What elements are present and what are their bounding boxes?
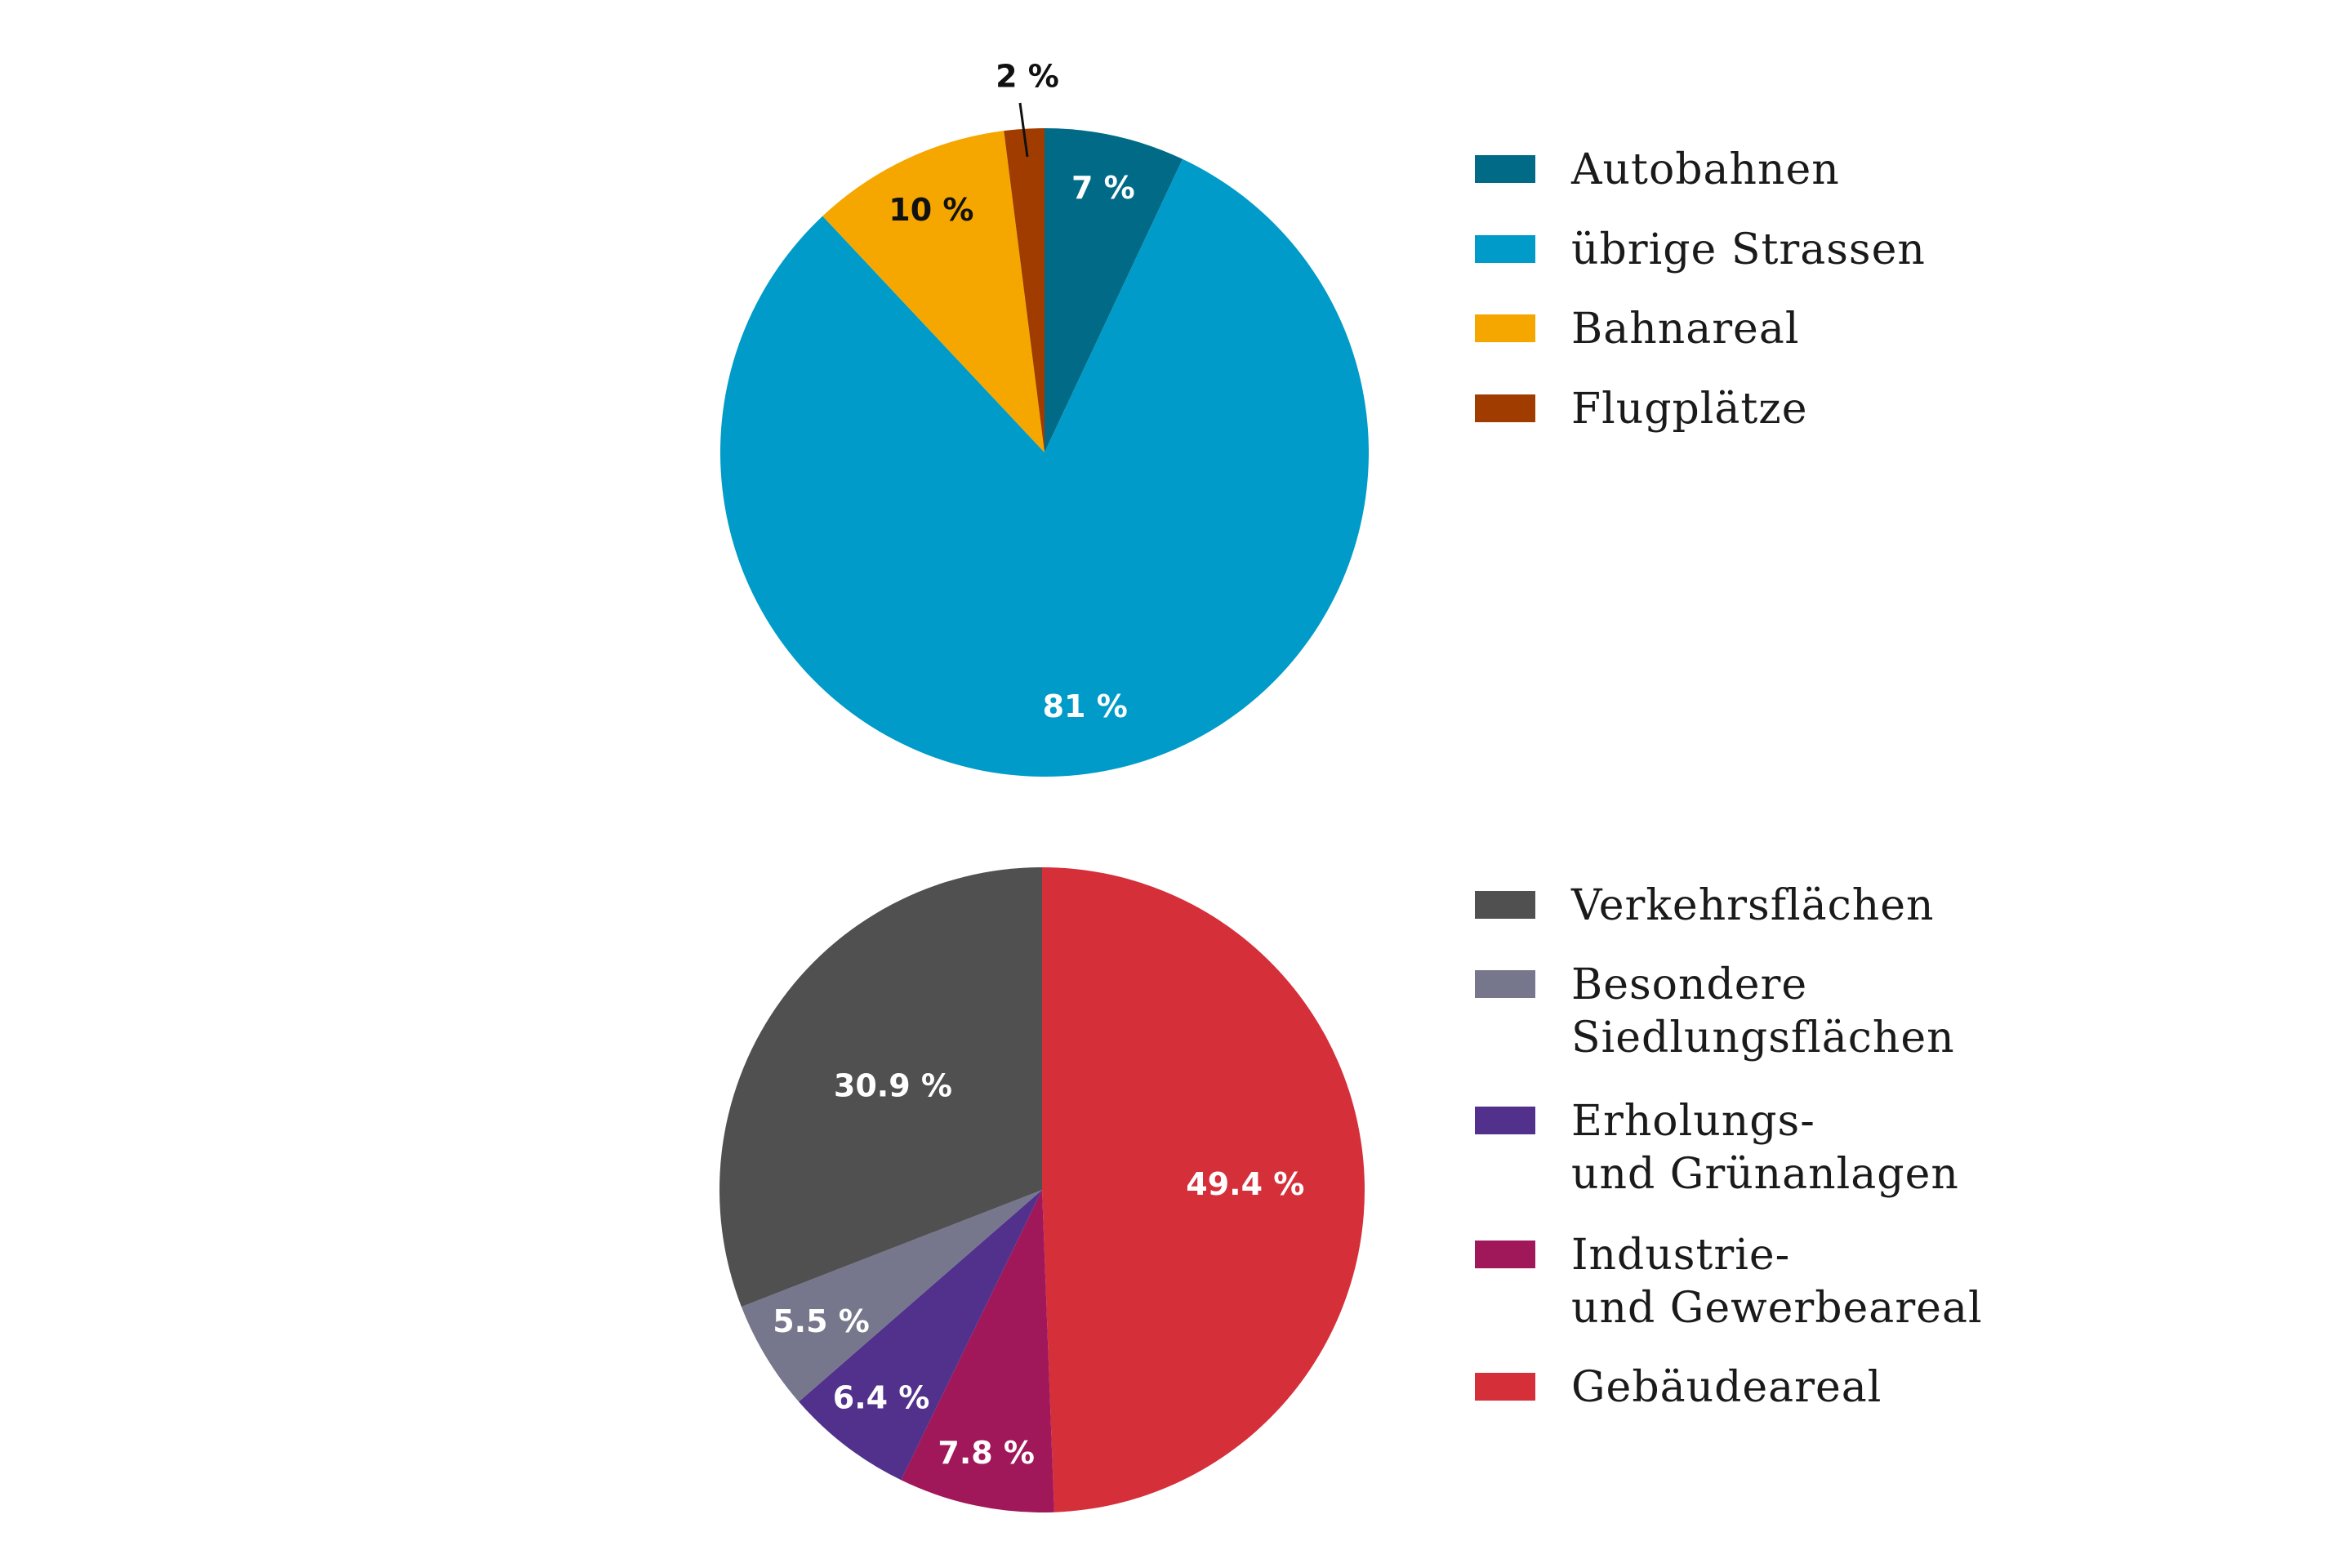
legend-item: Flugplätze xyxy=(1475,385,1807,434)
data-label: 10 % xyxy=(889,192,973,228)
legend-label: Autobahnen xyxy=(1570,145,1840,194)
legend-1: Autobahnen übrige Strassen Bahnareal Flugpl… xyxy=(1475,145,1926,434)
legend-swatch xyxy=(1475,891,1535,919)
data-label: 7 % xyxy=(1071,170,1135,206)
data-label: 5.5 % xyxy=(773,1303,870,1339)
legend-label: Industrie- xyxy=(1571,1231,1790,1280)
data-label: 2 % xyxy=(996,59,1059,95)
pie-slice xyxy=(1042,867,1365,1512)
legend-label: Erholungs- xyxy=(1571,1097,1815,1146)
pie-slice xyxy=(1045,128,1183,452)
legend-item: übrige Strassen xyxy=(1475,225,1926,274)
legend-label: Siedlungsflächen xyxy=(1571,1013,1955,1062)
legend-swatch xyxy=(1475,235,1535,263)
pie-slice xyxy=(741,1190,1042,1402)
legend-label: übrige Strassen xyxy=(1571,225,1926,274)
legend-swatch xyxy=(1475,1241,1535,1268)
legend-label: Verkehrsflächen xyxy=(1570,881,1934,930)
pie-chart-2: 49.4 % 7.8 %6.4 % 5.5 % 30.9 % xyxy=(719,867,1365,1512)
data-label: 7.8 % xyxy=(938,1435,1035,1471)
leader-line xyxy=(1018,102,1029,158)
legend-label: Gebäudeareal xyxy=(1571,1363,1882,1412)
data-label: 49.4 % xyxy=(1186,1166,1304,1202)
legend-label: und Gewerbeareal xyxy=(1571,1284,1983,1333)
pie-slice xyxy=(822,131,1045,452)
pie-slice xyxy=(720,158,1369,777)
data-label: 81 % xyxy=(1043,688,1128,724)
data-label: 6.4 % xyxy=(833,1380,930,1416)
legend-swatch xyxy=(1475,314,1535,342)
legend-label: und Grünanlagen xyxy=(1571,1150,1959,1199)
legend-label: Flugplätze xyxy=(1571,385,1807,434)
legend-label: Besondere xyxy=(1571,960,1807,1009)
pie-slice xyxy=(1004,128,1045,452)
legend-label: Bahnareal xyxy=(1571,305,1799,354)
legend-swatch xyxy=(1475,1373,1535,1401)
legend-swatch xyxy=(1475,1107,1535,1134)
legend-swatch xyxy=(1475,155,1535,183)
pie-slice xyxy=(901,1190,1054,1512)
legend-item: Bahnareal xyxy=(1475,305,1799,354)
legend-2: Verkehrsflächen BesondereSiedlungsflächen… xyxy=(1475,881,1983,1412)
legend-item: Verkehrsflächen xyxy=(1475,881,1934,930)
legend-swatch xyxy=(1475,394,1535,422)
legend-swatch xyxy=(1475,970,1535,998)
pie-slice xyxy=(799,1190,1042,1481)
legend-item: Autobahnen xyxy=(1475,145,1840,194)
data-label: 30.9 % xyxy=(834,1068,952,1104)
legend-item: Erholungs-und Grünanlagen xyxy=(1475,1097,1959,1199)
pie-chart-1: 7 % 81 % 10 % 2 % xyxy=(720,59,1369,777)
legend-item: Industrie-und Gewerbeareal xyxy=(1475,1231,1983,1333)
pie-slice xyxy=(719,867,1042,1307)
legend-item: Gebäudeareal xyxy=(1475,1363,1882,1412)
